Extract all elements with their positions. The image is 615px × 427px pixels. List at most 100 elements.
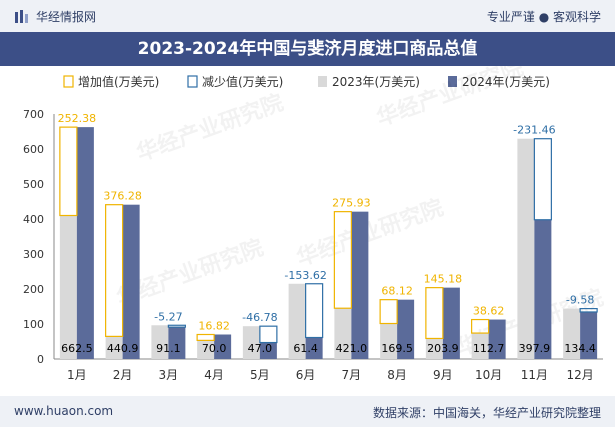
bar-2024 [442,287,460,359]
bar-2023 [563,308,581,359]
increase-box [196,333,215,341]
logo-icon [15,9,28,23]
bar-2023 [471,333,489,359]
y-tick-label: 400 [23,213,44,226]
legend-swatch-2 [187,75,198,88]
bar-2023 [380,323,398,359]
bar-2023 [334,308,352,359]
x-tick-label: 8月 [387,368,407,382]
x-tick-label: 1月 [67,368,87,382]
bar-2024 [122,204,140,359]
decrease-box [167,324,186,328]
change-label: -9.58 [566,294,594,307]
increase-box [105,204,124,337]
watermark-text: 华经产业研究院 [133,90,287,167]
increase-box [333,211,352,309]
value-label: 134.4 [564,342,596,355]
decrease-box [259,325,278,344]
change-label: 145.18 [424,273,463,286]
site-url[interactable]: www.huaon.com [14,404,114,418]
bar-2023 [288,283,306,359]
top-bar [0,0,615,32]
x-tick-label: 6月 [296,368,316,382]
bar-2024 [214,334,232,359]
y-tick-label: 700 [23,108,44,121]
data-source: 数据来源：中国海关，华经产业研究院整理 [372,406,601,420]
change-label: 38.62 [473,305,505,318]
value-label: 47.0 [248,342,273,355]
y-tick-label: 500 [23,178,44,191]
value-label: 91.1 [156,342,181,355]
chart-axes: 0 100 200 300 400 500 600 700 1月 2月 3月 4月 5月 6月 7月 8月 9月… [23,108,603,382]
y-tick-label: 300 [23,248,44,261]
change-label: 16.82 [198,320,230,333]
x-tick-label: 11月 [521,368,548,382]
legend-label-2: 减少值(万美元) [202,74,283,89]
x-tick-label: 12月 [566,368,593,382]
x-tick-label: 2月 [113,368,133,382]
bar-2024 [534,219,552,359]
change-label: 376.28 [103,190,142,203]
bar-2024 [580,311,598,359]
decrease-box [533,138,552,221]
page-title: 2023-2024年中国与斐济月度进口商品总值 [137,39,478,59]
x-tick-label: 4月 [204,368,224,382]
x-tick-label: 3月 [159,368,179,382]
legend-swatch-1 [63,75,74,88]
decrease-box [579,308,598,313]
change-label: -231.46 [513,124,555,137]
change-label: 252.38 [58,112,97,125]
value-label: 203.9 [427,342,459,355]
x-tick-label: 7月 [342,368,362,382]
value-label: 662.5 [61,342,93,355]
legend-label-4: 2024年(万美元) [462,75,550,89]
y-tick-label: 200 [23,283,44,296]
bar-2024 [76,127,94,359]
legend-swatch-3 [318,76,327,87]
chart-labels: 252.38 662.5 376.28 440.9 -5.27 91.1 16.82 70.0… [58,112,596,355]
brand: 华经情报网 [14,8,96,25]
decrease-box [305,283,324,339]
value-label: 169.5 [381,342,413,355]
bar-2023 [197,340,215,359]
change-label: -5.27 [154,310,182,323]
value-label: 397.9 [519,342,551,355]
value-label: 112.7 [473,342,505,355]
increase-box [425,287,444,340]
value-label: 440.9 [107,342,139,355]
bar-2024 [488,319,506,359]
bar-2024 [259,342,277,359]
chart-legend: 增加值(万美元) 减少值(万美元) 2023年(万美元) 2024年(万美元) [63,74,550,89]
legend-label-3: 2023年(万美元) [332,75,420,89]
increase-box [59,126,78,217]
legend-label-1: 增加值(万美元) [78,74,159,89]
increase-box [379,299,398,325]
y-tick-label: 100 [23,318,44,331]
bar-2023 [517,138,535,359]
title-bar [0,32,615,66]
bar-2024 [305,337,323,359]
increase-box [471,318,490,334]
footer-bar [0,396,615,427]
bar-2023 [425,338,443,359]
bar-2023 [242,326,260,359]
x-tick-label: 5月 [250,368,270,382]
bar-2023 [59,215,77,359]
x-tick-label: 10月 [475,368,502,382]
change-label: -46.78 [242,311,277,324]
value-label: 61.4 [293,342,318,355]
change-label: -153.62 [284,269,326,282]
bar-2023 [151,325,169,359]
value-label: 70.0 [202,342,227,355]
bar-2024 [351,211,369,359]
brand-name: 华经情报网 [36,10,97,24]
bar-2024 [168,327,186,359]
y-tick-label: 600 [23,143,44,156]
value-label: 421.0 [336,342,368,355]
bar-2023 [105,336,123,359]
tagline: 专业严谨 ● 客观科学 [486,10,601,24]
legend-swatch-4 [448,76,457,87]
y-tick-label: 0 [37,353,44,366]
bar-chart: 增加值(万美元) 减少值(万美元) 2023年(万美元) 2024年(万美元) 华经产… [23,66,607,382]
